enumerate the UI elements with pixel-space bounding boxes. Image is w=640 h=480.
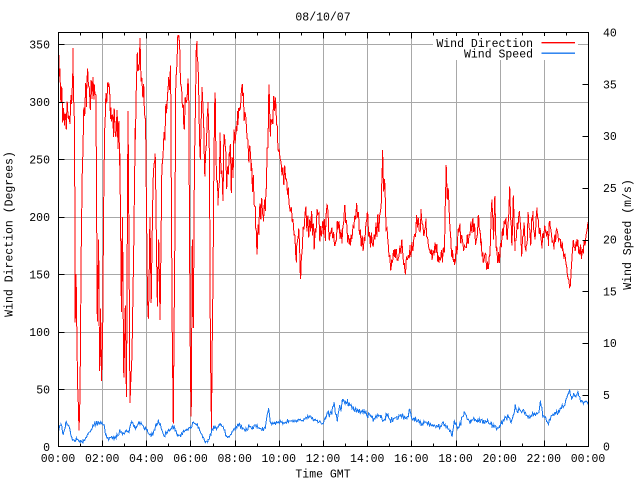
svg-text:16:00: 16:00	[394, 453, 429, 466]
svg-text:250: 250	[29, 155, 50, 168]
svg-text:0: 0	[43, 442, 50, 455]
svg-text:10: 10	[603, 338, 617, 351]
svg-text:20: 20	[603, 235, 617, 248]
svg-text:08:00: 08:00	[217, 453, 252, 466]
svg-text:200: 200	[29, 212, 50, 225]
svg-text:02:00: 02:00	[85, 453, 120, 466]
svg-text:18:00: 18:00	[438, 453, 473, 466]
svg-text:0: 0	[603, 442, 610, 455]
svg-text:35: 35	[603, 79, 617, 92]
svg-text:150: 150	[29, 269, 50, 282]
svg-text:Time GMT: Time GMT	[295, 468, 350, 480]
svg-text:08/10/07: 08/10/07	[295, 12, 350, 25]
svg-text:00:00: 00:00	[41, 453, 76, 466]
svg-text:04:00: 04:00	[129, 453, 164, 466]
svg-text:300: 300	[29, 97, 50, 110]
svg-text:30: 30	[603, 131, 617, 144]
svg-text:Wind Speed (m/s): Wind Speed (m/s)	[622, 179, 635, 289]
svg-text:40: 40	[603, 28, 617, 41]
svg-text:Wind Speed: Wind Speed	[464, 49, 533, 62]
svg-text:12:00: 12:00	[306, 453, 341, 466]
svg-text:100: 100	[29, 327, 50, 340]
svg-text:Wind Direction: Wind Direction	[436, 38, 533, 51]
svg-text:Wind Direction (Degrees): Wind Direction (Degrees)	[4, 151, 17, 317]
svg-text:350: 350	[29, 40, 50, 53]
svg-text:14:00: 14:00	[350, 453, 385, 466]
svg-text:5: 5	[603, 390, 610, 403]
svg-text:00:00: 00:00	[571, 453, 606, 466]
svg-text:25: 25	[603, 183, 617, 196]
svg-text:22:00: 22:00	[527, 453, 562, 466]
svg-text:20:00: 20:00	[482, 453, 517, 466]
svg-text:50: 50	[36, 384, 50, 397]
svg-text:06:00: 06:00	[173, 453, 208, 466]
svg-text:10:00: 10:00	[262, 453, 297, 466]
svg-text:15: 15	[603, 286, 617, 299]
